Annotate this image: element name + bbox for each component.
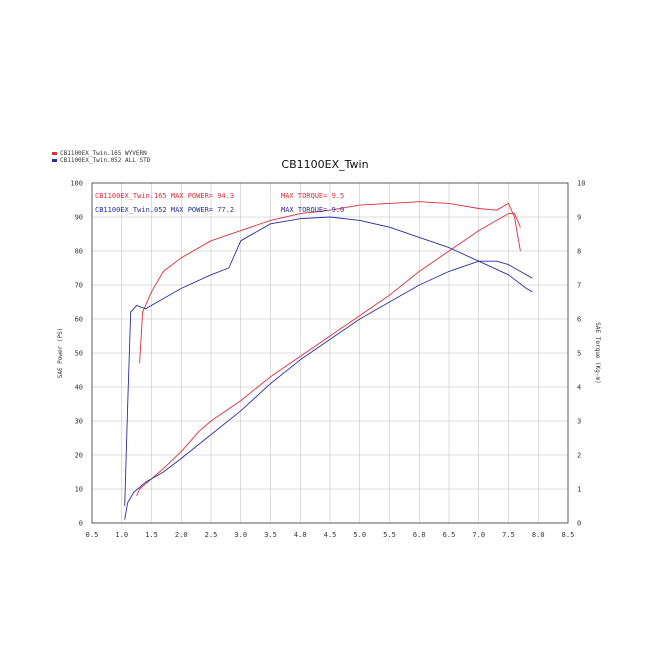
series-lines bbox=[124, 201, 533, 520]
y-tick-label: 40 bbox=[75, 384, 83, 392]
y-tick-label: 20 bbox=[75, 452, 83, 460]
y2-axis-ticks: 0 1 2 3 4 5 6 7 8 9 10 bbox=[577, 180, 585, 528]
legend-label-red: CB1100EX_Twin.165 WYVERN bbox=[60, 150, 147, 157]
y2-tick-label: 8 bbox=[577, 248, 581, 256]
x-tick-label: 6.5 bbox=[443, 531, 456, 539]
x-tick-label: 6.0 bbox=[413, 531, 426, 539]
y-tick-label: 30 bbox=[75, 418, 83, 426]
y2-tick-label: 10 bbox=[577, 180, 585, 188]
x-tick-label: 1.0 bbox=[115, 531, 128, 539]
series-line-torque-red bbox=[139, 201, 521, 364]
annotation-red-torque: MAX TORQUE= 9.5 bbox=[281, 192, 344, 200]
y2-tick-label: 2 bbox=[577, 452, 581, 460]
legend-label-blue: CB1100EX_Twin.052 ALL STD bbox=[60, 157, 151, 164]
x-tick-label: 7.0 bbox=[472, 531, 485, 539]
y-tick-label: 50 bbox=[75, 350, 83, 358]
x-tick-label: 4.0 bbox=[294, 531, 307, 539]
annotation-red-power: CB1100EX_Twin.165 MAX POWER= 94.3 bbox=[95, 192, 234, 200]
series-line-power-red bbox=[136, 213, 521, 496]
legend: CB1100EX_Twin.165 WYVERN CB1100EX_Twin.0… bbox=[52, 150, 150, 164]
y-axis-label: SAE Power (PS) bbox=[57, 328, 64, 379]
y2-tick-label: 1 bbox=[577, 486, 581, 494]
y2-tick-label: 6 bbox=[577, 316, 581, 324]
x-tick-label: 5.0 bbox=[353, 531, 366, 539]
x-tick-label: 0.5 bbox=[86, 531, 99, 539]
plot-frame bbox=[91, 182, 569, 524]
x-axis-ticks: 0.5 1.0 1.5 2.0 2.5 3.0 3.5 4.0 4.5 5.0 5.5 6.0 6.5 7… bbox=[86, 531, 575, 539]
y2-tick-label: 9 bbox=[577, 214, 581, 222]
y2-tick-label: 7 bbox=[577, 282, 581, 290]
y-tick-label: 60 bbox=[75, 316, 83, 324]
series-line-torque-blue bbox=[124, 216, 533, 507]
x-tick-label: 2.5 bbox=[205, 531, 218, 539]
x-tick-label: 5.5 bbox=[383, 531, 396, 539]
grid bbox=[92, 183, 568, 523]
x-tick-label: 2.0 bbox=[175, 531, 188, 539]
legend-swatch-red bbox=[52, 152, 57, 155]
x-tick-label: 3.5 bbox=[264, 531, 277, 539]
x-tick-label: 7.5 bbox=[502, 531, 515, 539]
x-tick-label: 8.5 bbox=[562, 531, 575, 539]
y-tick-label: 0 bbox=[79, 520, 83, 528]
x-tick-label: 8.0 bbox=[532, 531, 545, 539]
legend-swatch-blue bbox=[52, 159, 57, 162]
y-axis-ticks: 0 10 20 30 40 50 60 70 80 90 100 bbox=[70, 180, 83, 528]
annotations: CB1100EX_Twin.165 MAX POWER= 94.3 MAX TO… bbox=[95, 192, 344, 214]
x-tick-label: 1.5 bbox=[145, 531, 158, 539]
y-tick-label: 10 bbox=[75, 486, 83, 494]
x-tick-label: 4.5 bbox=[324, 531, 337, 539]
annotation-blue-torque: MAX TORQUE= 9.0 bbox=[281, 206, 344, 214]
y-tick-label: 70 bbox=[75, 282, 83, 290]
y2-tick-label: 4 bbox=[577, 384, 581, 392]
annotation-blue-power: CB1100EX_Twin.052 MAX POWER= 77.2 bbox=[95, 206, 234, 214]
y2-axis-label: SAE Torque (Kg-m) bbox=[594, 322, 601, 383]
y-tick-label: 80 bbox=[75, 248, 83, 256]
y2-tick-label: 5 bbox=[577, 350, 581, 358]
series-line-power-blue bbox=[124, 260, 533, 520]
legend-item-blue: CB1100EX_Twin.052 ALL STD bbox=[52, 157, 150, 164]
y2-tick-label: 0 bbox=[577, 520, 581, 528]
x-tick-label: 3.0 bbox=[234, 531, 247, 539]
y-tick-label: 100 bbox=[70, 180, 83, 188]
legend-item-red: CB1100EX_Twin.165 WYVERN bbox=[52, 150, 150, 157]
y-tick-label: 90 bbox=[75, 214, 83, 222]
chart-title: CB1100EX_Twin bbox=[281, 158, 368, 171]
y2-tick-label: 3 bbox=[577, 418, 581, 426]
